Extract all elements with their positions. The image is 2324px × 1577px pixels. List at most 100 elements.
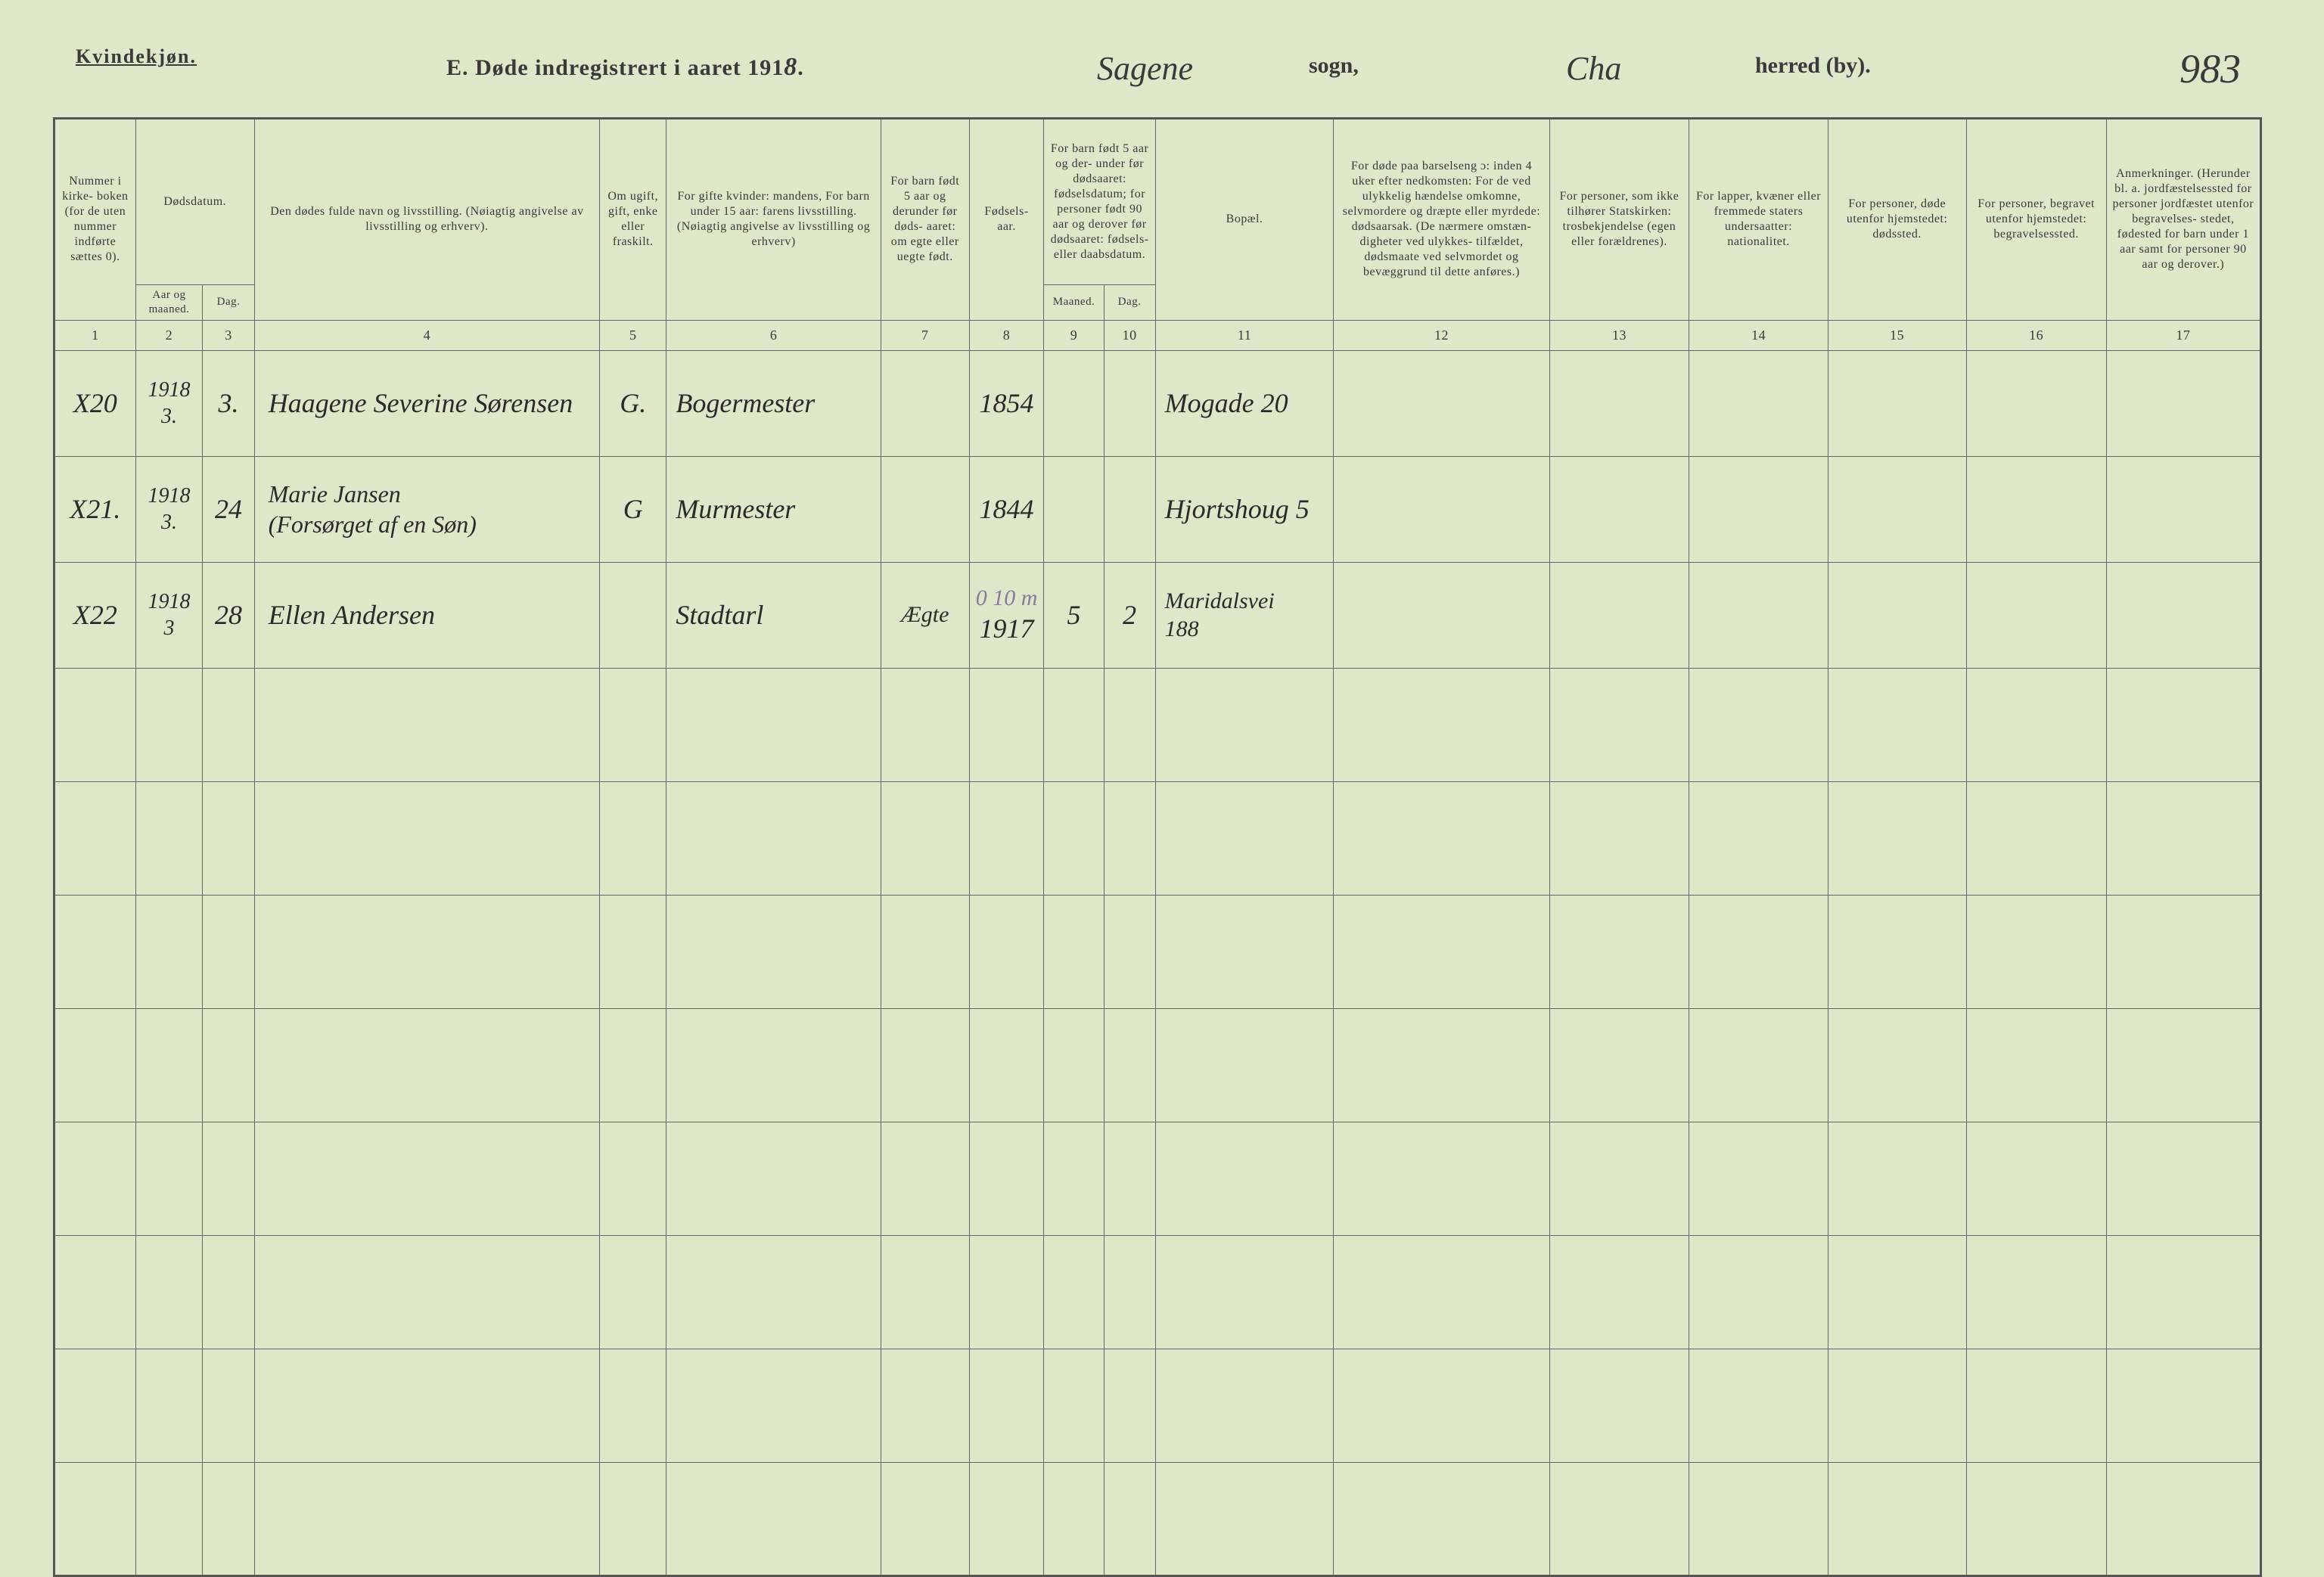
ledger-table: Nummer i kirke- boken (for de uten numme…	[53, 117, 2262, 1577]
cell-civil	[600, 562, 666, 668]
cell-c12	[1689, 456, 1828, 562]
col-header-1: Nummer i kirke- boken (for de uten numme…	[54, 119, 136, 321]
cell-c14	[1966, 350, 2106, 456]
cell-res: Maridalsvei 188	[1155, 562, 1334, 668]
title-period: .	[797, 55, 804, 80]
colnum-10: 10	[1104, 320, 1155, 350]
cell-c13	[1828, 456, 1966, 562]
col-header-13: For personer, som ikke tilhører Statskir…	[1549, 119, 1689, 321]
ledger-page: Kvindekjøn. E. Døde indregistrert i aare…	[53, 45, 2271, 1472]
herred-label: herred (by).	[1755, 53, 1871, 79]
cell-c14	[1966, 456, 2106, 562]
table-row-empty	[54, 1462, 2261, 1575]
cell-bd: 2	[1104, 562, 1155, 668]
cell-c12	[1689, 350, 1828, 456]
col-header-2a: Aar og maaned.	[135, 285, 202, 321]
table-row-empty	[54, 1235, 2261, 1349]
cell-c14	[1966, 562, 2106, 668]
col-header-5: Om ugift, gift, enke eller fraskilt.	[600, 119, 666, 321]
col-header-4: Den dødes fulde navn og livsstilling. (N…	[254, 119, 599, 321]
colnum-13: 13	[1549, 320, 1689, 350]
cell-by-val: 1917	[974, 612, 1039, 646]
colnum-8: 8	[969, 320, 1044, 350]
cell-num: X21.	[54, 456, 136, 562]
cell-by: 1854	[969, 350, 1044, 456]
table-row-empty	[54, 895, 2261, 1008]
cell-res: Mogade 20	[1155, 350, 1334, 456]
col-header-8: Fødsels- aar.	[969, 119, 1044, 321]
cell-occ: Murmester	[666, 456, 881, 562]
cell-bm	[1044, 456, 1104, 562]
colnum-7: 7	[881, 320, 969, 350]
cell-c15	[2106, 350, 2260, 456]
colnum-4: 4	[254, 320, 599, 350]
cell-bd	[1104, 456, 1155, 562]
cell-by: 0 10 m 1917	[969, 562, 1044, 668]
cell-c11	[1549, 456, 1689, 562]
pencil-note: 0 10 m	[974, 584, 1039, 613]
cell-ym: 1918 3	[135, 562, 202, 668]
col-header-17: Anmerkninger. (Herunder bl. a. jordfæste…	[2106, 119, 2260, 321]
table-row: X21. 1918 3. 24 Marie Jansen (Forsørget …	[54, 456, 2261, 562]
col-header-9b: Dag.	[1104, 285, 1155, 321]
cell-occ: Stadtarl	[666, 562, 881, 668]
cell-day: 3.	[203, 350, 254, 456]
cell-by: 1844	[969, 456, 1044, 562]
title-year: 8	[784, 53, 797, 81]
sogn-label: sogn,	[1309, 53, 1359, 79]
table-row-empty	[54, 1122, 2261, 1235]
cell-c15	[2106, 562, 2260, 668]
cell-name: Ellen Andersen	[254, 562, 599, 668]
cell-civil: G	[600, 456, 666, 562]
colnum-9: 9	[1044, 320, 1104, 350]
title-row: E. Døde indregistrert i aaret 1918. Sage…	[53, 53, 2271, 98]
col-header-14: For lapper, kvæner eller fremmede stater…	[1689, 119, 1828, 321]
cell-civil: G.	[600, 350, 666, 456]
herred-handwritten: Cha	[1566, 49, 1621, 88]
cell-num: X22	[54, 562, 136, 668]
title-main: E. Døde indregistrert i aaret 1918.	[446, 53, 804, 82]
cell-c12	[1689, 562, 1828, 668]
title-prefix: E. Døde indregistrert i aaret 191	[446, 55, 784, 80]
colnum-15: 15	[1828, 320, 1966, 350]
cell-day: 28	[203, 562, 254, 668]
cell-c13	[1828, 350, 1966, 456]
cell-num: X20	[54, 350, 136, 456]
cell-c11	[1549, 562, 1689, 668]
cell-legit: Ægte	[881, 562, 969, 668]
cell-cause	[1334, 350, 1549, 456]
col-header-6: For gifte kvinder: mandens, For barn und…	[666, 119, 881, 321]
table-row-empty	[54, 1008, 2261, 1122]
cell-res: Hjortshoug 5	[1155, 456, 1334, 562]
cell-legit	[881, 456, 969, 562]
colnum-17: 17	[2106, 320, 2260, 350]
colnum-5: 5	[600, 320, 666, 350]
col-header-12: For døde paa barselseng ɔ: inden 4 uker …	[1334, 119, 1549, 321]
table-head: Nummer i kirke- boken (for de uten numme…	[54, 119, 2261, 351]
cell-bm	[1044, 350, 1104, 456]
table-row-empty	[54, 668, 2261, 781]
cell-legit	[881, 350, 969, 456]
col-header-16: For personer, begravet utenfor hjemstede…	[1966, 119, 2106, 321]
col-header-2b: Dag.	[203, 285, 254, 321]
cell-bd	[1104, 350, 1155, 456]
cell-name: Haagene Severine Sørensen	[254, 350, 599, 456]
col-header-9a: Maaned.	[1044, 285, 1104, 321]
col-header-2-top: Dødsdatum.	[135, 119, 254, 285]
table-row-empty	[54, 781, 2261, 895]
colnum-12: 12	[1334, 320, 1549, 350]
colnum-1: 1	[54, 320, 136, 350]
sogn-handwritten: Sagene	[1097, 49, 1193, 88]
colnum-3: 3	[203, 320, 254, 350]
table-row-empty	[54, 1349, 2261, 1462]
header-colnum-row: 1 2 3 4 5 6 7 8 9 10 11 12 13 14 15 16 1…	[54, 320, 2261, 350]
colnum-14: 14	[1689, 320, 1828, 350]
table-row: X22 1918 3 28 Ellen Andersen Stadtarl Æg…	[54, 562, 2261, 668]
cell-name: Marie Jansen (Forsørget af en Søn)	[254, 456, 599, 562]
cell-c11	[1549, 350, 1689, 456]
cell-ym: 1918 3.	[135, 456, 202, 562]
cell-cause	[1334, 562, 1549, 668]
col-header-7: For barn født 5 aar og derunder før døds…	[881, 119, 969, 321]
header-row-1: Nummer i kirke- boken (for de uten numme…	[54, 119, 2261, 285]
cell-ym: 1918 3.	[135, 350, 202, 456]
